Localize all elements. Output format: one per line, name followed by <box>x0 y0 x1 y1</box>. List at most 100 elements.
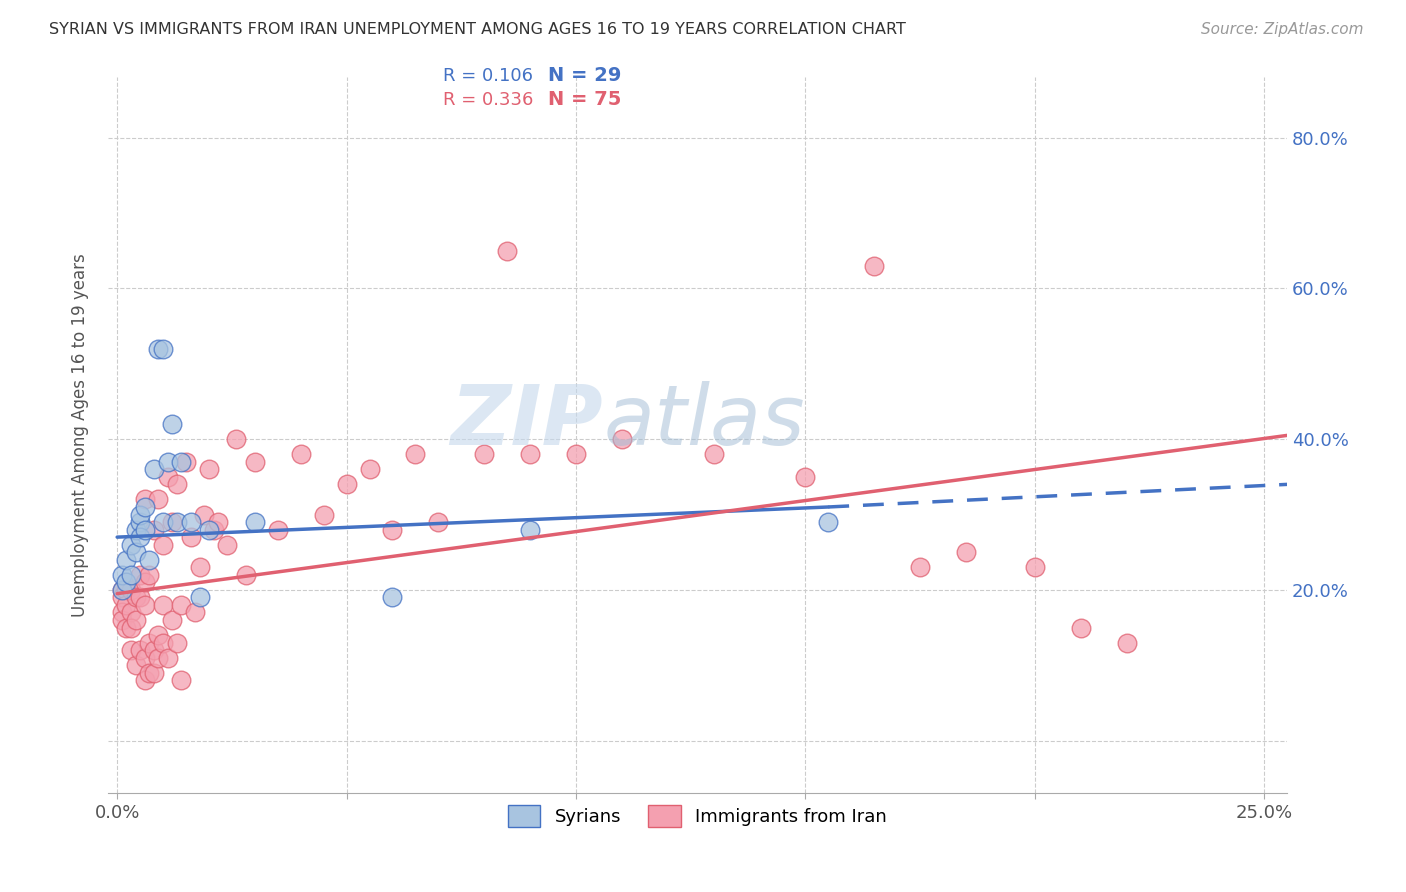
Point <box>115 582 138 597</box>
Point <box>496 244 519 258</box>
Point <box>170 455 193 469</box>
Point <box>170 673 193 688</box>
Point <box>312 508 335 522</box>
Point <box>198 462 221 476</box>
Point <box>160 613 183 627</box>
Point <box>908 560 931 574</box>
Point <box>188 560 211 574</box>
Point <box>129 643 152 657</box>
Point <box>202 523 225 537</box>
Text: N = 75: N = 75 <box>548 90 621 110</box>
Point <box>610 432 633 446</box>
Point <box>290 447 312 461</box>
Point <box>193 508 215 522</box>
Point <box>152 598 174 612</box>
Point <box>243 455 266 469</box>
Point <box>152 635 174 649</box>
Point <box>817 515 839 529</box>
Point <box>160 417 183 431</box>
Y-axis label: Unemployment Among Ages 16 to 19 years: Unemployment Among Ages 16 to 19 years <box>72 253 89 617</box>
Point <box>138 553 160 567</box>
Point <box>703 447 725 461</box>
Point <box>198 523 221 537</box>
Point <box>134 673 156 688</box>
Text: R = 0.336: R = 0.336 <box>443 91 533 109</box>
Point <box>180 515 202 529</box>
Point <box>166 515 188 529</box>
Point <box>174 455 197 469</box>
Point <box>381 591 404 605</box>
Point <box>156 470 179 484</box>
Point <box>120 567 142 582</box>
Point <box>156 650 179 665</box>
Point <box>115 621 138 635</box>
Point <box>124 658 146 673</box>
Point <box>124 523 146 537</box>
Point <box>166 477 188 491</box>
Point <box>115 575 138 590</box>
Point <box>148 628 170 642</box>
Point <box>134 575 156 590</box>
Point <box>134 650 156 665</box>
Point <box>134 523 156 537</box>
Point <box>152 538 174 552</box>
Point <box>142 462 165 476</box>
Point <box>111 606 134 620</box>
Point <box>111 582 134 597</box>
Point <box>120 582 142 597</box>
Point <box>381 523 404 537</box>
Point <box>129 591 152 605</box>
Point <box>794 470 817 484</box>
Legend: Syrians, Immigrants from Iran: Syrians, Immigrants from Iran <box>501 798 894 834</box>
Point <box>217 538 239 552</box>
Point <box>148 342 170 356</box>
Point <box>134 598 156 612</box>
Point <box>188 591 211 605</box>
Point <box>138 635 160 649</box>
Point <box>519 523 541 537</box>
Point <box>120 621 142 635</box>
Point <box>120 538 142 552</box>
Point <box>134 492 156 507</box>
Text: SYRIAN VS IMMIGRANTS FROM IRAN UNEMPLOYMENT AMONG AGES 16 TO 19 YEARS CORRELATIO: SYRIAN VS IMMIGRANTS FROM IRAN UNEMPLOYM… <box>49 22 905 37</box>
Point <box>1024 560 1046 574</box>
Text: Source: ZipAtlas.com: Source: ZipAtlas.com <box>1201 22 1364 37</box>
Point <box>243 515 266 529</box>
Point <box>129 530 152 544</box>
Point <box>335 477 357 491</box>
Point <box>427 515 450 529</box>
Point <box>115 598 138 612</box>
Point <box>111 591 134 605</box>
Point <box>156 455 179 469</box>
Text: R = 0.106: R = 0.106 <box>443 67 533 85</box>
Point <box>519 447 541 461</box>
Point <box>120 643 142 657</box>
Point <box>120 606 142 620</box>
Point <box>152 342 174 356</box>
Point <box>111 613 134 627</box>
Point <box>166 635 188 649</box>
Point <box>404 447 426 461</box>
Point <box>129 567 152 582</box>
Point <box>148 492 170 507</box>
Point <box>124 545 146 559</box>
Point <box>124 591 146 605</box>
Point <box>160 515 183 529</box>
Point <box>180 530 202 544</box>
Point <box>1115 635 1137 649</box>
Point <box>225 432 247 446</box>
Point <box>148 650 170 665</box>
Point <box>863 259 886 273</box>
Point <box>134 500 156 514</box>
Text: N = 29: N = 29 <box>548 66 621 86</box>
Point <box>142 665 165 680</box>
Point <box>472 447 495 461</box>
Point <box>111 567 134 582</box>
Point <box>235 567 257 582</box>
Point <box>267 523 290 537</box>
Text: ZIP: ZIP <box>450 381 603 461</box>
Point <box>111 582 134 597</box>
Point <box>955 545 977 559</box>
Point <box>138 665 160 680</box>
Point <box>184 606 207 620</box>
